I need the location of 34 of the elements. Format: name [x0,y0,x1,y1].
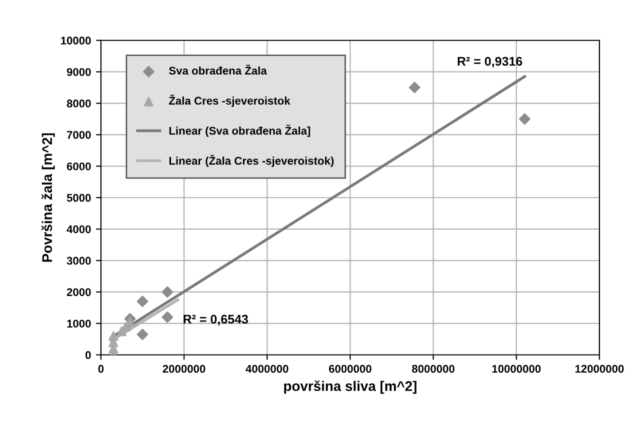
x-tick-label: 2000000 [162,364,206,373]
point [136,296,148,308]
point [162,286,174,298]
y-tick-label: 2000 [66,288,91,296]
point [162,311,174,323]
y-tick-label: 1000 [67,320,91,328]
x-tick-label: 10000000 [492,364,541,373]
legend-label: Linear (Žala Cres -sjeveroistok) [169,154,334,167]
y-tick-label: 6000 [66,162,91,170]
x-axis-title: površina sliva [m^2] [284,380,416,394]
x-tick-label: 6000000 [328,364,372,373]
y-tick-label: 0 [86,351,91,360]
point [518,113,530,125]
y-tick-label: 3000 [66,256,91,265]
y-tick-label: 8000 [66,100,91,108]
y-tick-label: 10000 [61,36,91,45]
x-tick-label: 8000000 [412,364,454,373]
x-tick-label: 0 [98,364,104,373]
legend-label: Sva obrađena Žala [168,64,267,75]
y-tick-label: 4000 [66,225,91,234]
point [125,316,135,327]
point [116,326,127,336]
annotation: R² = 0,6543 [184,314,248,326]
y-axis-title: Površina žala [m^2] [42,133,55,262]
legend-label: Linear (Sva obrađena Žala] [169,124,310,137]
y-tick-label: 7000 [67,130,91,139]
x-tick-label: 12000000 [575,364,624,373]
x-tick-label: 4000000 [246,364,288,373]
point [136,328,148,340]
point [408,82,420,94]
annotation: R² = 0,9316 [458,56,522,68]
y-tick-label: 9000 [66,68,91,76]
y-tick-label: 5000 [66,194,91,202]
legend-label: Žala Cres -sjeveroistok [169,94,290,107]
